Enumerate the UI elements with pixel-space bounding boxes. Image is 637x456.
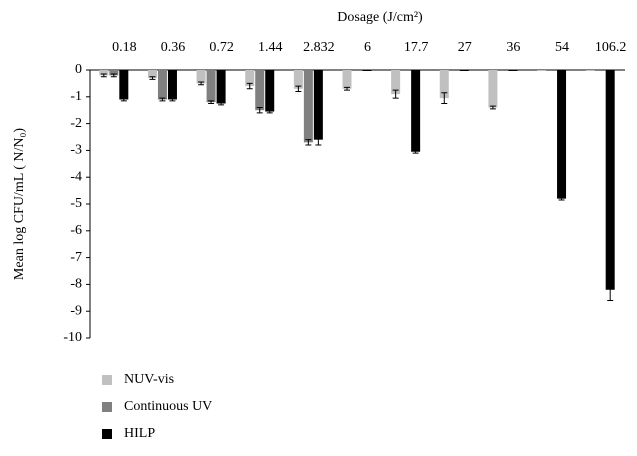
bar (216, 70, 226, 104)
bar (119, 70, 129, 100)
bar (352, 70, 362, 71)
legend-label: HILP (124, 426, 155, 441)
y-tick-label: -9 (70, 303, 82, 318)
error-bar (412, 149, 419, 154)
bar (99, 70, 109, 76)
x-tick-label: 0.72 (209, 40, 234, 55)
bar (255, 70, 265, 111)
bar (508, 70, 518, 71)
bar (547, 70, 557, 71)
bar (362, 70, 372, 71)
y-tick-label: -6 (70, 223, 82, 238)
error-bar (100, 73, 107, 78)
error-bar (305, 139, 312, 146)
bar (488, 70, 498, 108)
legend-label: Continuous UV (124, 399, 212, 414)
bar (411, 70, 421, 152)
bar (147, 70, 157, 79)
bar (265, 70, 275, 112)
legend-swatch (102, 375, 112, 385)
x-tick-label: 54 (555, 40, 569, 55)
error-bar (246, 82, 253, 90)
error-bar (169, 97, 176, 102)
error-bar (392, 89, 399, 99)
error-bar (344, 86, 350, 91)
y-tick-label: 0 (75, 62, 82, 77)
x-tick-label: 2.832 (303, 40, 335, 55)
y-tick-label: -7 (70, 250, 82, 265)
bar (401, 70, 411, 71)
error-bar (110, 73, 117, 78)
bar (245, 70, 255, 87)
legend-swatch (102, 402, 112, 412)
bar (557, 70, 567, 199)
error-bar (489, 105, 496, 110)
x-tick-label: 0.18 (112, 40, 137, 55)
x-tick-label: 17.7 (404, 40, 429, 55)
bar (109, 70, 119, 76)
x-tick-label: 0.36 (161, 40, 186, 55)
error-bar (441, 92, 448, 104)
error-bar (208, 100, 215, 104)
error-bar (149, 76, 156, 80)
bar (167, 70, 177, 100)
bar (342, 70, 352, 89)
bar (391, 70, 401, 95)
y-tick-label: -10 (63, 330, 82, 345)
x-tick-label: 36 (506, 40, 520, 55)
error-bar (218, 101, 225, 106)
error-bar (159, 97, 166, 102)
error-bar (198, 81, 205, 86)
bar (585, 70, 595, 71)
bar (303, 70, 313, 143)
y-tick-label: -3 (70, 143, 82, 158)
bar (439, 70, 449, 99)
bar (537, 70, 547, 71)
bar (196, 70, 206, 84)
error-bar (256, 107, 263, 114)
x-tick-label: 6 (364, 40, 371, 55)
error-bar (120, 97, 127, 102)
error-bar (558, 196, 565, 201)
bar (595, 70, 605, 71)
error-bar (315, 133, 322, 146)
bar (157, 70, 167, 100)
y-tick-label: -8 (70, 277, 82, 292)
bar (498, 70, 508, 71)
y-tick-label: -1 (70, 89, 82, 104)
legend-label: NUV-vis (124, 372, 174, 387)
bar (605, 70, 615, 290)
bar (206, 70, 216, 103)
x-tick-label: 27 (458, 40, 472, 55)
bar (313, 70, 323, 140)
y-axis-title: Mean log CFU/mL ( N/N₀) (12, 128, 27, 280)
bar (449, 70, 459, 71)
y-tick-label: -5 (70, 196, 82, 211)
y-tick-label: -2 (70, 116, 82, 131)
y-tick-label: -4 (70, 169, 82, 184)
x-tick-label: 106.2 (595, 40, 627, 55)
error-bar (607, 278, 614, 301)
error-bar (266, 109, 273, 114)
x-axis-title: Dosage (J/cm²) (337, 10, 423, 25)
bar (459, 70, 469, 71)
x-tick-label: 1.44 (258, 40, 283, 55)
bar (293, 70, 303, 89)
error-bar (295, 85, 302, 92)
legend-swatch (102, 429, 112, 439)
